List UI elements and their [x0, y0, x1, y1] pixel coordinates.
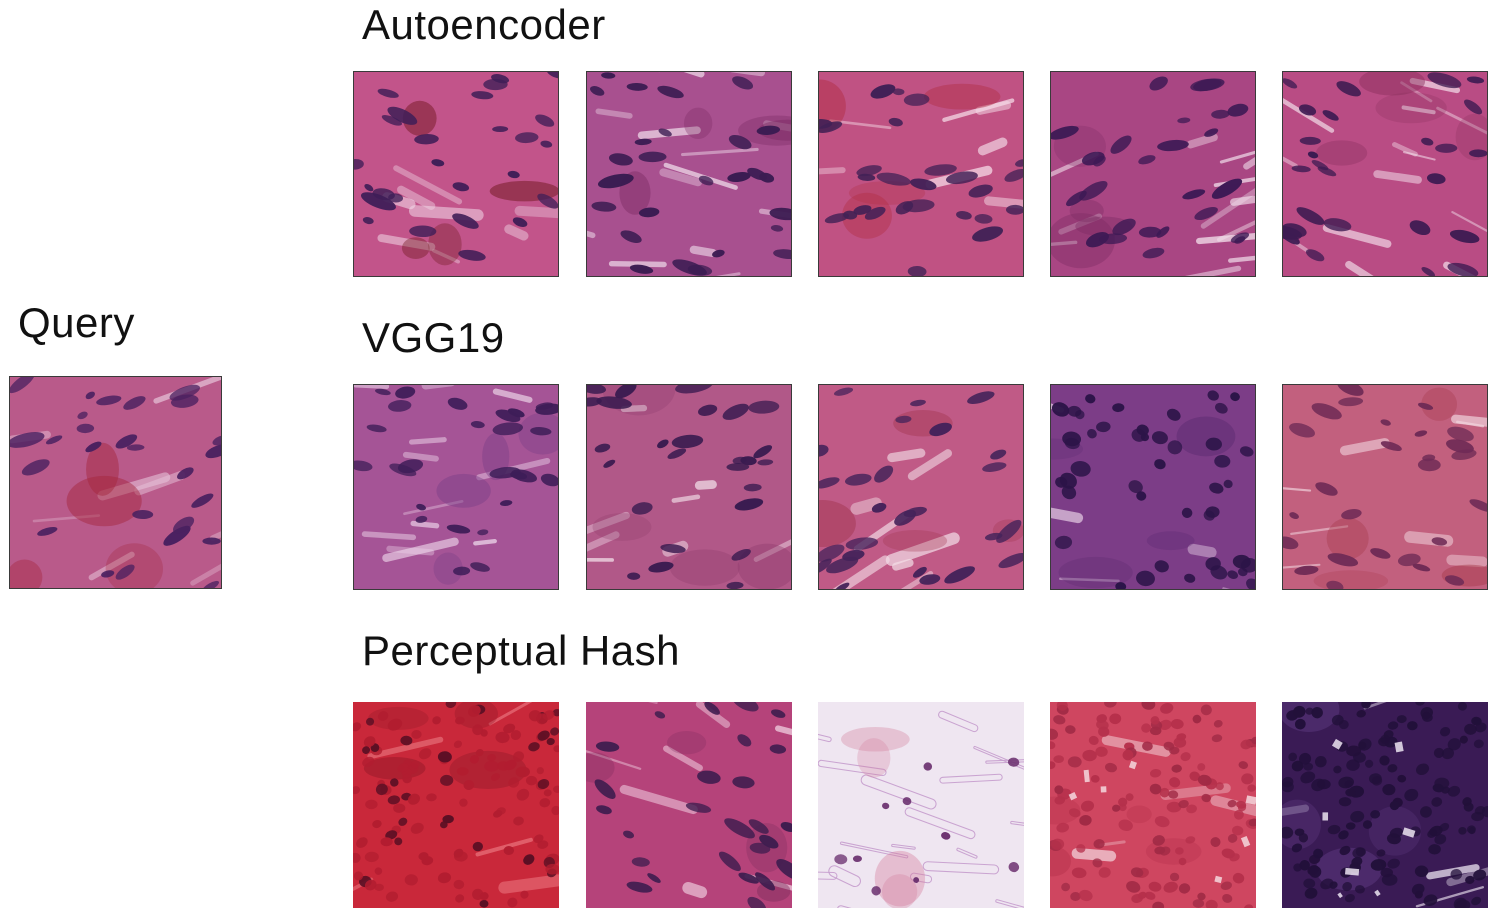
vgg19-result-image-5 — [1282, 384, 1488, 590]
histology-texture — [1282, 702, 1488, 908]
perceptual-hash-result-image-4 — [1050, 702, 1256, 908]
histology-texture — [354, 385, 558, 589]
autoencoder-result-image-4 — [1050, 71, 1256, 277]
vgg19-result-image-2 — [586, 384, 792, 590]
perceptual-hash-result-image-1 — [353, 702, 559, 908]
histology-texture — [1283, 72, 1487, 276]
row-label-vgg19: VGG19 — [362, 314, 505, 361]
vgg19-result-image-1 — [353, 384, 559, 590]
autoencoder-result-image-1 — [353, 71, 559, 277]
histology-texture — [1283, 385, 1487, 589]
histology-texture — [1051, 385, 1255, 589]
perceptual-hash-result-image-3 — [818, 702, 1024, 908]
row-label-perceptual-hash: Perceptual Hash — [362, 627, 681, 674]
query-image — [9, 376, 222, 589]
perceptual-hash-result-image-5 — [1282, 702, 1488, 908]
histology-texture — [1050, 702, 1256, 908]
histology-texture — [1051, 72, 1255, 276]
histology-texture — [819, 385, 1023, 589]
vgg19-result-image-3 — [818, 384, 1024, 590]
perceptual-hash-result-image-2 — [586, 702, 792, 908]
histology-texture — [354, 72, 558, 276]
autoencoder-result-image-5 — [1282, 71, 1488, 277]
histology-texture — [10, 377, 221, 588]
histology-texture — [353, 702, 559, 908]
row-label-autoencoder: Autoencoder — [362, 1, 606, 48]
histology-texture — [587, 72, 791, 276]
histology-texture — [587, 385, 791, 589]
histology-texture — [586, 702, 792, 908]
histology-texture — [818, 702, 1024, 908]
autoencoder-result-image-3 — [818, 71, 1024, 277]
vgg19-result-image-4 — [1050, 384, 1256, 590]
query-label: Query — [18, 299, 135, 346]
autoencoder-result-image-2 — [586, 71, 792, 277]
histology-texture — [819, 72, 1023, 276]
